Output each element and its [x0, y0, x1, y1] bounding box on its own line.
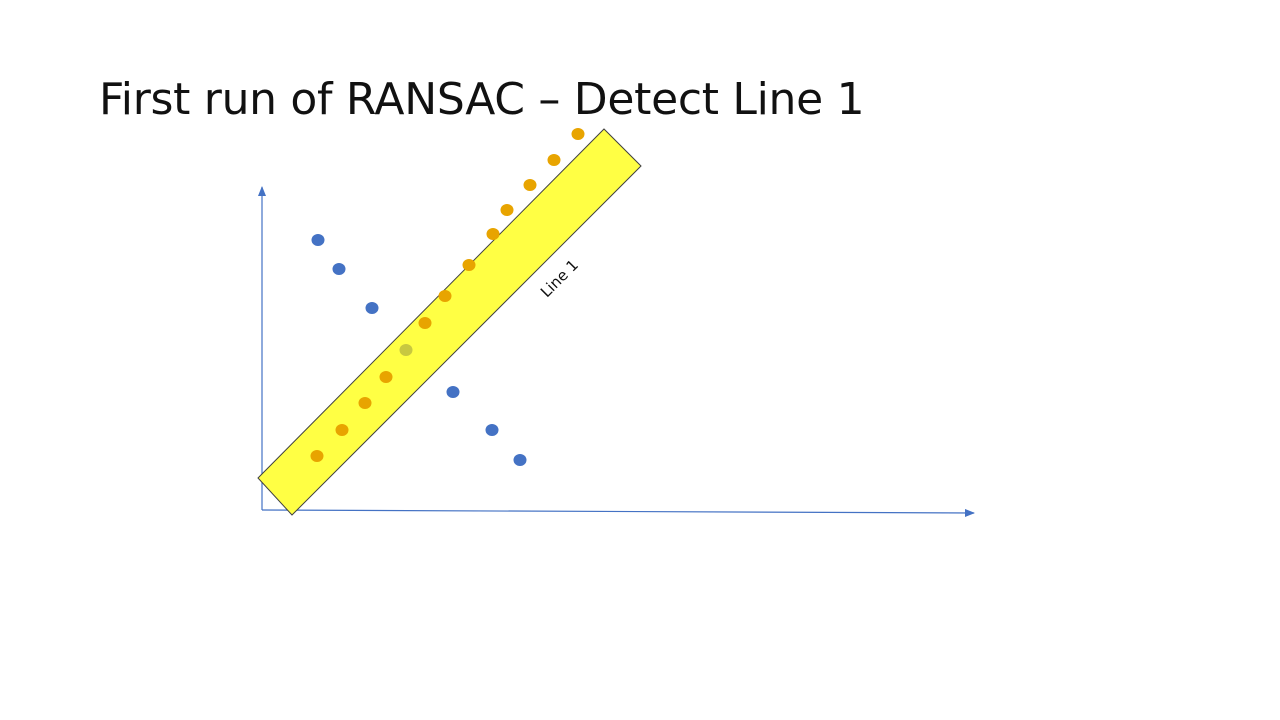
outlier-point	[365, 302, 379, 314]
inlier-point	[500, 204, 514, 216]
outlier-point	[513, 454, 527, 466]
outlier-point	[485, 424, 499, 436]
inlier-band	[257, 128, 642, 516]
inlier-point	[438, 290, 452, 302]
outlier-point	[332, 263, 346, 275]
inlier-point	[462, 259, 476, 271]
inlier-point	[486, 228, 500, 240]
inlier-point	[379, 371, 393, 383]
inlier-point	[358, 397, 372, 409]
outlier-point	[446, 386, 460, 398]
inlier-point	[418, 317, 432, 329]
slide-title: First run of RANSAC – Detect Line 1	[99, 74, 865, 125]
inlier-point	[571, 128, 585, 140]
inlier-point	[310, 450, 324, 462]
inlier-point	[547, 154, 561, 166]
points-layer	[310, 128, 585, 466]
inlier-point	[523, 179, 537, 191]
inlier-point	[335, 424, 349, 436]
outlier-point	[311, 234, 325, 246]
highlighted-inlier-point	[399, 344, 413, 356]
x-axis	[261, 508, 975, 517]
